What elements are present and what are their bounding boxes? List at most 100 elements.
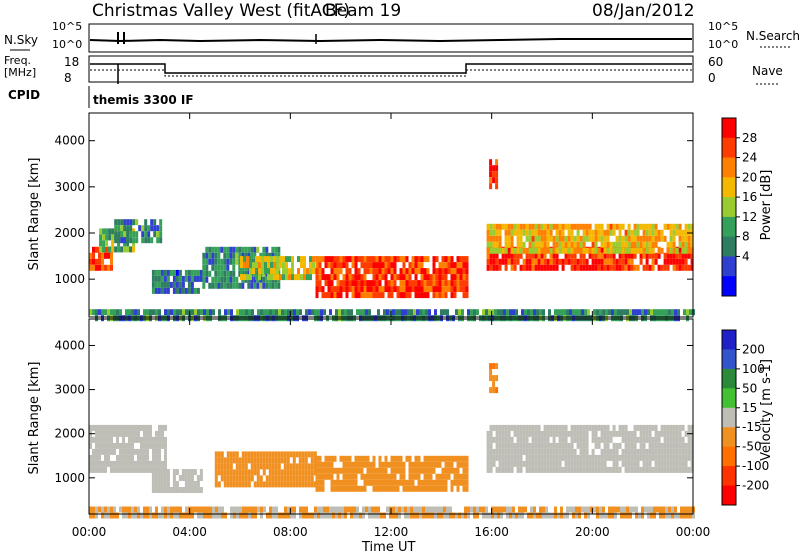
heatmap-cell	[120, 219, 124, 226]
heatmap-cell	[398, 309, 401, 316]
heatmap-cell	[612, 223, 616, 230]
heatmap-cell	[681, 436, 685, 443]
heatmap-cell	[123, 246, 127, 253]
heatmap-cell	[615, 264, 619, 271]
heatmap-cell	[128, 424, 131, 431]
heatmap-cell	[214, 475, 218, 482]
heatmap-cell	[320, 512, 323, 519]
heatmap-cell	[551, 512, 554, 519]
heatmap-cell	[230, 315, 233, 322]
heatmap-cell	[402, 485, 406, 492]
heatmap-cell	[429, 479, 433, 486]
heatmap-cell	[273, 262, 276, 269]
heatmap-cell	[576, 223, 580, 230]
heatmap-cell	[95, 460, 98, 467]
heatmap-cell	[267, 268, 270, 275]
heatmap-cell	[573, 466, 577, 473]
heatmap-cell	[411, 268, 415, 275]
heatmap-cell	[660, 442, 664, 449]
heatmap-cell	[156, 225, 160, 232]
heatmap-cell	[274, 246, 278, 253]
heatmap-cell	[558, 466, 562, 473]
heatmap-cell	[624, 235, 628, 242]
heatmap-cell	[113, 506, 116, 513]
heatmap-cell	[354, 455, 358, 462]
heatmap-cell	[507, 258, 511, 265]
heatmap-cell	[125, 460, 128, 467]
heatmap-cell	[672, 241, 676, 248]
heatmap-cell	[500, 309, 503, 316]
heatmap-cell	[675, 223, 679, 230]
heatmap-cell	[387, 292, 391, 299]
x-tick-label: 12:00	[374, 525, 409, 539]
heatmap-cell	[241, 457, 245, 464]
nsky-tick-top: 10^5	[52, 20, 82, 33]
heatmap-cell	[372, 256, 376, 263]
heatmap-cell	[500, 512, 503, 519]
heatmap-cell	[543, 247, 547, 254]
heatmap-cell	[566, 512, 569, 519]
heatmap-cell	[104, 466, 107, 473]
heatmap-cell	[540, 442, 544, 449]
heatmap-cell	[606, 448, 610, 455]
heatmap-cell	[492, 223, 496, 230]
heatmap-cell	[546, 247, 550, 254]
heatmap-cell	[423, 473, 427, 480]
heatmap-cell	[567, 448, 571, 455]
heatmap-cell	[690, 223, 694, 230]
heatmap-cell	[205, 258, 209, 265]
heatmap-cell	[365, 315, 368, 322]
heatmap-cell	[681, 460, 685, 467]
heatmap-cell	[498, 424, 502, 431]
heatmap-cell	[519, 247, 523, 254]
heatmap-cell	[104, 512, 107, 519]
heatmap-cell	[530, 506, 533, 513]
heatmap-cell	[564, 436, 568, 443]
heatmap-cell	[321, 274, 325, 281]
heatmap-cell	[416, 315, 419, 322]
heatmap-cell	[351, 461, 355, 468]
heatmap-cell	[456, 262, 460, 269]
heatmap-cell	[687, 448, 691, 455]
heatmap-cell	[671, 506, 674, 513]
heatmap-cell	[669, 247, 673, 254]
heatmap-cell	[262, 451, 266, 458]
heatmap-cell	[298, 475, 302, 482]
heatmap-cell	[362, 512, 365, 519]
heatmap-cell	[173, 309, 176, 316]
heatmap-cell	[507, 252, 511, 259]
heatmap-cell	[411, 256, 415, 263]
heatmap-cell	[329, 506, 332, 513]
heatmap-cell	[122, 315, 125, 322]
heatmap-cell	[542, 506, 545, 513]
heatmap-cell	[542, 315, 545, 322]
heatmap-cell	[307, 475, 311, 482]
heatmap-cell	[342, 485, 346, 492]
heatmap-cell	[537, 454, 541, 461]
heatmap-cell	[393, 455, 397, 462]
heatmap-cell	[626, 309, 629, 316]
heatmap-cell	[516, 442, 520, 449]
heatmap-cell	[497, 309, 500, 316]
heatmap-cell	[444, 485, 448, 492]
heatmap-cell	[657, 442, 661, 449]
heatmap-cell	[675, 430, 679, 437]
heatmap-cell	[197, 506, 200, 513]
heatmap-cell	[134, 424, 137, 431]
heatmap-cell	[336, 286, 340, 293]
heatmap-cell	[306, 268, 309, 275]
heatmap-cell	[603, 454, 607, 461]
heatmap-cell	[286, 451, 290, 458]
heatmap-cell	[624, 247, 628, 254]
heatmap-cell	[190, 275, 194, 282]
heatmap-cell	[473, 506, 476, 513]
heatmap-cell	[681, 235, 685, 242]
heatmap-cell	[447, 286, 451, 293]
heatmap-cell	[632, 506, 635, 513]
heatmap-cell	[564, 442, 568, 449]
heatmap-cell	[552, 436, 556, 443]
heatmap-cell	[504, 424, 508, 431]
heatmap-cell	[314, 512, 317, 519]
heatmap-cell	[92, 252, 95, 259]
heatmap-cell	[543, 241, 547, 248]
